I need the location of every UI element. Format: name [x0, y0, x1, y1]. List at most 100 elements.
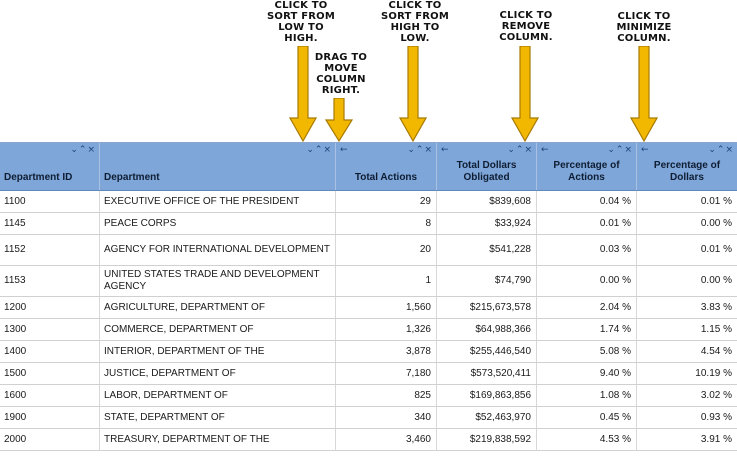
column-title: Total Actions [354, 172, 418, 183]
cell-department-id: 1900 [0, 407, 100, 428]
move-left-icon[interactable]: ← [641, 145, 649, 155]
remove-icon[interactable]: × [424, 145, 432, 155]
column-title: Department ID [4, 172, 73, 183]
cell-total-actions: 340 [336, 407, 437, 428]
grid-header: ⌄⌃× Department ID ⌄⌃× Department ← ⌄⌃× T… [0, 143, 737, 191]
annotation-minimize-column: Click to minimize column. [606, 11, 682, 44]
remove-icon[interactable]: × [624, 145, 632, 155]
annotation-sort-low-high: Click to sort from low to high. [262, 0, 340, 44]
sort-ascending-icon[interactable]: ⌃ [615, 145, 624, 155]
cell-total-actions: 1,560 [336, 297, 437, 318]
cell-pct-actions: 0.04 % [537, 191, 637, 212]
column-header-pct-dollars[interactable]: ← ⌄⌃× Percentage of Dollars [637, 143, 737, 190]
table-row[interactable]: 1200 AGRICULTURE, DEPARTMENT OF 1,560 $215,… [0, 297, 737, 319]
cell-department-id: 1152 [0, 235, 100, 265]
cell-pct-actions: 1.08 % [537, 385, 637, 406]
cell-total-actions: 20 [336, 235, 437, 265]
remove-icon[interactable]: × [725, 145, 733, 155]
column-controls: ⌄⌃× [606, 145, 632, 155]
table-row[interactable]: 2000 TREASURY, DEPARTMENT OF THE 3,460 $219… [0, 429, 737, 451]
cell-department: EXECUTIVE OFFICE OF THE PRESIDENT [100, 191, 336, 212]
column-header-total-dollars[interactable]: ← ⌄⌃× Total Dollars Obligated [437, 143, 537, 190]
sort-descending-icon[interactable]: ⌄ [70, 145, 78, 155]
sort-descending-icon[interactable]: ⌄ [607, 145, 615, 155]
cell-total-actions: 3,878 [336, 341, 437, 362]
cell-pct-actions: 1.74 % [537, 319, 637, 340]
cell-department-id: 1100 [0, 191, 100, 212]
column-title: Total Dollars Obligated [456, 160, 517, 183]
arrow-down-icon [399, 46, 427, 142]
table-row[interactable]: 1600 LABOR, DEPARTMENT OF 825 $169,863,856 1… [0, 385, 737, 407]
arrow-down-icon [630, 46, 658, 142]
cell-total-dollars: $541,228 [437, 235, 537, 265]
cell-pct-actions: 2.04 % [537, 297, 637, 318]
cell-total-dollars: $64,988,366 [437, 319, 537, 340]
sort-ascending-icon[interactable]: ⌃ [314, 145, 323, 155]
remove-icon[interactable]: × [323, 145, 331, 155]
cell-total-dollars: $33,924 [437, 213, 537, 234]
cell-total-dollars: $52,463,970 [437, 407, 537, 428]
cell-department: LABOR, DEPARTMENT OF [100, 385, 336, 406]
cell-pct-actions: 5.08 % [537, 341, 637, 362]
column-controls: ⌄⌃× [406, 145, 432, 155]
move-left-icon[interactable]: ← [541, 145, 549, 155]
table-row[interactable]: 1500 JUSTICE, DEPARTMENT OF 7,180 $573,520,… [0, 363, 737, 385]
cell-pct-dollars: 3.83 % [700, 301, 732, 313]
column-header-department[interactable]: ⌄⌃× Department [100, 143, 336, 190]
sort-ascending-icon[interactable]: ⌃ [716, 145, 725, 155]
cell-pct-dollars: 3.02 % [700, 389, 732, 401]
sort-ascending-icon[interactable]: ⌃ [78, 145, 87, 155]
annotation-text: Click to sort from low to high. [266, 0, 336, 44]
sort-descending-icon[interactable]: ⌄ [306, 145, 314, 155]
table-row[interactable]: 1100 EXECUTIVE OFFICE OF THE PRESIDENT 29 $… [0, 191, 737, 213]
cell-department-id: 1300 [0, 319, 100, 340]
sort-ascending-icon[interactable]: ⌃ [515, 145, 524, 155]
table-row[interactable]: 1400 INTERIOR, DEPARTMENT OF THE 3,878 $255… [0, 341, 737, 363]
move-left-icon[interactable]: ← [340, 145, 348, 155]
arrow-down-icon [289, 46, 317, 142]
annotation-text: Drag to move column right. [314, 52, 368, 96]
cell-pct-dollars: 0.93 % [700, 411, 732, 423]
table-row[interactable]: 1145 PEACE CORPS 8 $33,924 0.01 % 0.00 % [0, 213, 737, 235]
remove-icon[interactable]: × [524, 145, 532, 155]
sort-descending-icon[interactable]: ⌄ [407, 145, 415, 155]
cell-pct-dollars: 0.01 % [700, 195, 732, 207]
cell-department-id: 1145 [0, 213, 100, 234]
cell-total-dollars: $215,673,578 [437, 297, 537, 318]
remove-icon[interactable]: × [87, 145, 95, 155]
cell-total-actions: 1 [336, 266, 437, 296]
cell-total-dollars: $255,446,540 [437, 341, 537, 362]
sort-ascending-icon[interactable]: ⌃ [415, 145, 424, 155]
cell-department: AGRICULTURE, DEPARTMENT OF [100, 297, 336, 318]
cell-pct-dollars: 0.00 % [700, 217, 732, 229]
sort-descending-icon[interactable]: ⌄ [507, 145, 515, 155]
cell-pct-dollars: 3.91 % [700, 433, 732, 445]
column-header-department-id[interactable]: ⌄⌃× Department ID [0, 143, 100, 190]
cell-pct-dollars: 1.15 % [700, 323, 732, 335]
annotation-text: Click to sort from high to low. [380, 0, 450, 44]
column-title: Percentage of Dollars [653, 160, 721, 183]
cell-department: STATE, DEPARTMENT OF [100, 407, 336, 428]
cell-total-dollars: $169,863,856 [437, 385, 537, 406]
table-row[interactable]: 1300 COMMERCE, DEPARTMENT OF 1,326 $64,988,… [0, 319, 737, 341]
cell-department-id: 1200 [0, 297, 100, 318]
column-title: Percentage of Actions [553, 160, 620, 183]
cell-department: TREASURY, DEPARTMENT OF THE [100, 429, 336, 450]
cell-pct-dollars: 4.54 % [700, 345, 732, 357]
cell-department: AGENCY FOR INTERNATIONAL DEVELOPMENT [100, 235, 336, 265]
table-row[interactable]: 1900 STATE, DEPARTMENT OF 340 $52,463,970 0.… [0, 407, 737, 429]
column-header-total-actions[interactable]: ← ⌄⌃× Total Actions [336, 143, 437, 190]
cell-total-dollars: $74,790 [437, 266, 537, 296]
move-left-icon[interactable]: ← [441, 145, 449, 155]
table-row[interactable]: 1152 AGENCY FOR INTERNATIONAL DEVELOPMENT… [0, 235, 737, 266]
column-header-pct-actions[interactable]: ← ⌄⌃× Percentage of Actions [537, 143, 637, 190]
cell-pct-actions: 0.00 % [537, 266, 637, 296]
cell-department: UNITED STATES TRADE AND DEVELOPMENT AGEN… [100, 266, 336, 296]
annotation-drag-move: Drag to move column right. [312, 52, 370, 96]
sort-descending-icon[interactable]: ⌄ [708, 145, 716, 155]
column-controls: ⌄⌃× [305, 145, 331, 155]
cell-department-id: 1153 [0, 266, 100, 296]
column-controls: ⌄⌃× [69, 145, 95, 155]
cell-pct-actions: 9.40 % [537, 363, 637, 384]
table-row[interactable]: 1153 UNITED STATES TRADE AND DEVELOPMENT … [0, 266, 737, 297]
